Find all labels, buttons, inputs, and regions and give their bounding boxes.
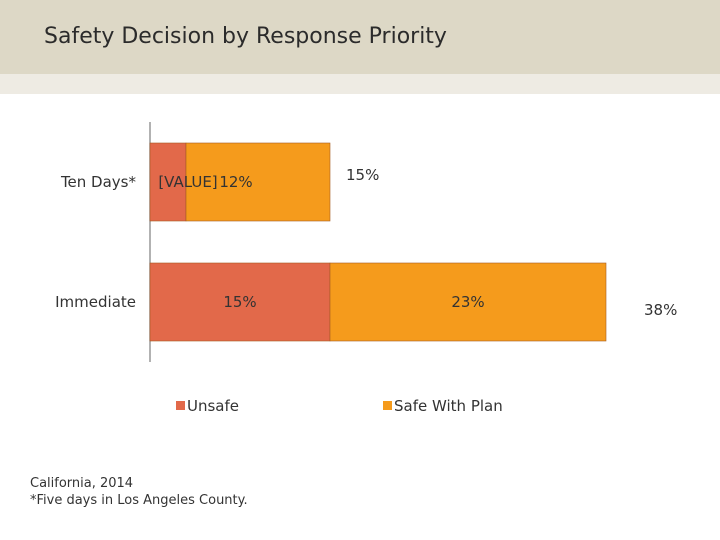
bar-safe-with-plan-immediate (329, 262, 607, 342)
data-label-unsafe-ten-days: [VALUE] (158, 173, 217, 191)
legend-label-safe-with-plan: Safe With Plan (394, 397, 503, 415)
legend-label-unsafe: Unsafe (187, 397, 239, 415)
legend-item-unsafe: Unsafe (176, 397, 239, 415)
title-band-shadow (0, 74, 720, 94)
bar-safe-with-plan-ten-days (185, 142, 331, 222)
bar-unsafe-immediate (149, 262, 331, 342)
bar-unsafe-ten-days (149, 142, 187, 222)
slide-title: Safety Decision by Response Priority (44, 24, 447, 49)
label-layer: Ten Days* [VALUE] 12% 15% Immediate 15% 23% 38% (55, 166, 677, 319)
bar-layer (149, 122, 607, 362)
legend-swatch-safe-with-plan (383, 401, 392, 410)
total-label-immediate: 38% (644, 301, 677, 319)
category-label-ten-days: Ten Days* (60, 173, 137, 191)
data-label-unsafe-immediate: 15% (223, 293, 256, 311)
footnote-note: *Five days in Los Angeles County. (30, 493, 248, 508)
legend-swatch-unsafe (176, 401, 185, 410)
category-label-immediate: Immediate (55, 293, 136, 311)
footnote-source: California, 2014 (30, 476, 134, 491)
legend-item-safe-with-plan: Safe With Plan (383, 397, 503, 415)
data-label-safe-with-plan-immediate: 23% (451, 293, 484, 311)
legend: Unsafe Safe With Plan (176, 397, 503, 415)
data-label-safe-with-plan-ten-days: 12% (219, 173, 252, 191)
title-band (0, 0, 720, 74)
total-label-ten-days: 15% (346, 166, 379, 184)
footnote: California, 2014 *Five days in Los Angel… (30, 475, 248, 509)
